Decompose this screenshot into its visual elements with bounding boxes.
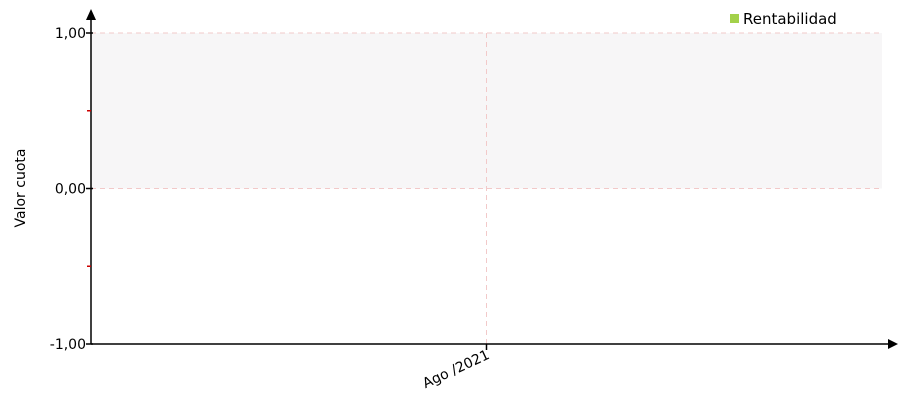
y-tick-label: 1,00 bbox=[55, 26, 86, 42]
x-tick-label: Ago /2021 bbox=[420, 347, 492, 392]
legend-label-rentabilidad: Rentabilidad bbox=[743, 10, 837, 28]
gridlines bbox=[91, 32, 882, 344]
y-axis-arrow bbox=[86, 9, 96, 20]
y-axis-ticks: 1,00 0,00 -1,00 bbox=[50, 26, 93, 353]
y-tick-label: -1,00 bbox=[50, 337, 86, 353]
axes bbox=[86, 9, 898, 349]
legend-swatch-rentabilidad bbox=[730, 14, 739, 23]
plot-band bbox=[91, 33, 882, 189]
legend: Rentabilidad bbox=[730, 10, 837, 28]
y-tick-label: 0,00 bbox=[55, 182, 86, 198]
y-axis-title: Valor cuota bbox=[13, 149, 29, 228]
x-axis-ticks: Ago /2021 bbox=[420, 344, 492, 392]
x-axis-arrow bbox=[888, 339, 898, 349]
